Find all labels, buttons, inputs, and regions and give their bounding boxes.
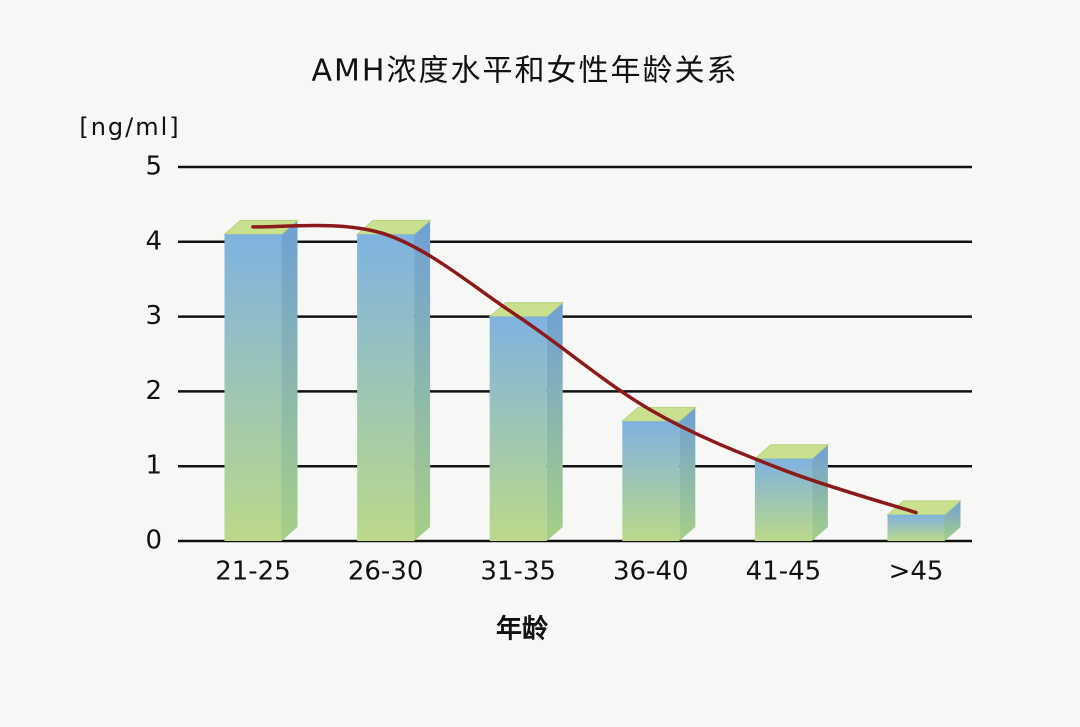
- bar: [754, 458, 812, 541]
- bar: [357, 234, 415, 541]
- x-tick-label: 41-45: [746, 557, 822, 587]
- y-tick-label: 2: [145, 376, 162, 406]
- bar: [887, 514, 945, 541]
- bar-side-face: [546, 302, 563, 541]
- x-axis-label: 年龄: [496, 614, 549, 645]
- bar-side-face: [811, 444, 828, 541]
- chart-title: AMH浓度水平和女性年龄关系: [312, 54, 739, 89]
- y-tick-label: 5: [145, 152, 162, 182]
- x-tick-label: 31-35: [480, 557, 556, 587]
- y-tick-label: 4: [145, 226, 162, 256]
- bar-side-face: [679, 407, 696, 541]
- bar: [622, 421, 680, 541]
- x-tick-label: 36-40: [613, 557, 689, 587]
- bar-side-face: [281, 220, 298, 541]
- bar: [224, 234, 282, 541]
- x-tick-label: 21-25: [215, 557, 291, 587]
- bar-side-face: [414, 220, 431, 541]
- x-tick-label: >45: [889, 557, 944, 587]
- bar-side-face: [944, 500, 961, 541]
- x-tick-label: 26-30: [348, 557, 424, 587]
- trend-line: [251, 223, 918, 515]
- bar: [489, 316, 547, 541]
- y-axis-label: [ng/ml]: [79, 113, 180, 141]
- y-tick-label: 3: [145, 301, 162, 331]
- y-tick-label: 1: [145, 451, 162, 481]
- y-tick-label: 0: [145, 526, 162, 556]
